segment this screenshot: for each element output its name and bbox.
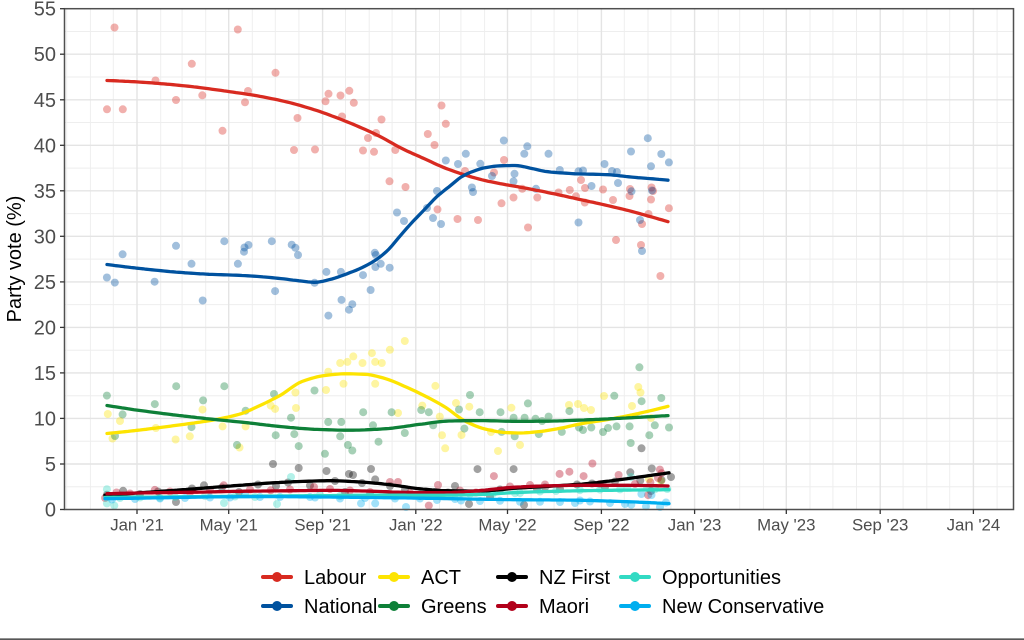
svg-text:May '21: May '21 (200, 516, 258, 535)
svg-text:Sep '22: Sep '22 (573, 516, 629, 535)
svg-text:Party vote (%): Party vote (%) (4, 196, 26, 323)
svg-text:ACT: ACT (421, 567, 461, 589)
svg-text:45: 45 (34, 90, 56, 112)
svg-text:Opportunities: Opportunities (662, 567, 781, 589)
svg-text:20: 20 (34, 317, 56, 339)
svg-text:Sep '23: Sep '23 (852, 516, 908, 535)
svg-text:55: 55 (34, 0, 56, 21)
svg-text:5: 5 (45, 454, 56, 476)
svg-text:15: 15 (34, 363, 56, 385)
svg-text:New Conservative: New Conservative (662, 596, 824, 618)
svg-text:Maori: Maori (539, 596, 589, 618)
svg-text:Jan '22: Jan '22 (389, 516, 443, 535)
svg-text:30: 30 (34, 226, 56, 248)
svg-text:0: 0 (45, 500, 56, 522)
svg-text:Sep '21: Sep '21 (294, 516, 350, 535)
svg-text:Jan '24: Jan '24 (947, 516, 1001, 535)
svg-text:50: 50 (34, 44, 56, 66)
svg-text:40: 40 (34, 135, 56, 157)
svg-text:NZ First: NZ First (539, 567, 611, 589)
svg-text:National: National (304, 596, 377, 618)
svg-text:35: 35 (34, 181, 56, 203)
svg-text:Labour: Labour (304, 567, 367, 589)
svg-text:Jan '23: Jan '23 (668, 516, 722, 535)
svg-text:Greens: Greens (421, 596, 487, 618)
svg-text:May '22: May '22 (478, 516, 536, 535)
svg-text:10: 10 (34, 408, 56, 430)
svg-text:Jan '21: Jan '21 (110, 516, 164, 535)
svg-text:May '23: May '23 (757, 516, 815, 535)
svg-text:25: 25 (34, 272, 56, 294)
